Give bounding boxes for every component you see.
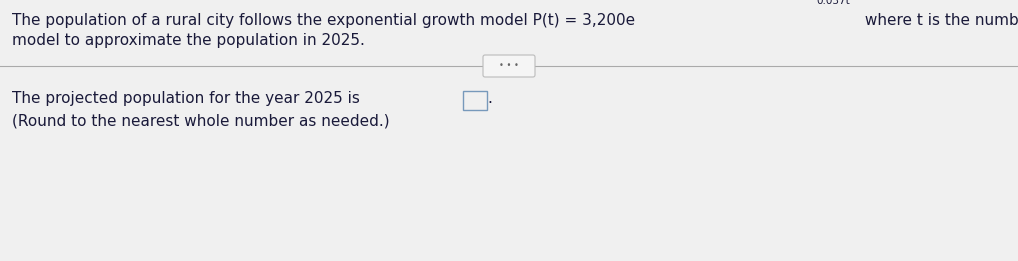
Text: The projected population for the year 2025 is: The projected population for the year 20… [12, 91, 360, 106]
Text: • • •: • • • [499, 62, 519, 70]
Text: 0.037t: 0.037t [816, 0, 850, 6]
Text: where t is the number of years after 1991. Use this: where t is the number of years after 199… [859, 13, 1018, 28]
Text: 0.037t: 0.037t [816, 0, 850, 6]
Text: model to approximate the population in 2025.: model to approximate the population in 2… [12, 33, 364, 48]
FancyBboxPatch shape [483, 55, 535, 77]
Text: The population of a rural city follows the exponential growth model P(t) = 3,200: The population of a rural city follows t… [12, 13, 635, 28]
Text: .: . [488, 91, 493, 106]
FancyBboxPatch shape [463, 91, 487, 110]
Text: (Round to the nearest whole number as needed.): (Round to the nearest whole number as ne… [12, 113, 390, 128]
